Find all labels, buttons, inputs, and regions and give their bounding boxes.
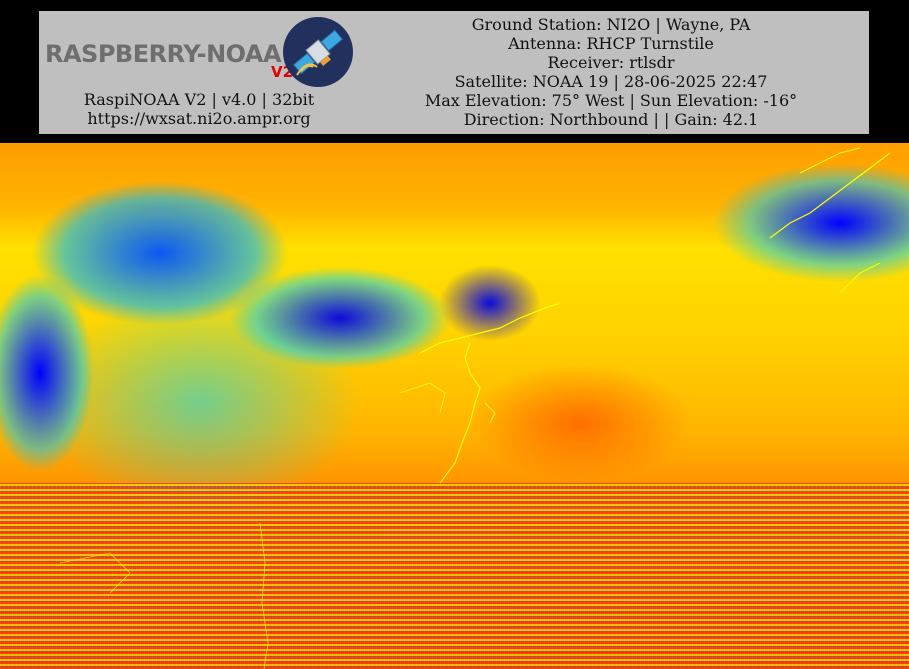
antenna-text: Antenna: RHCP Turnstile (508, 34, 714, 54)
station-url-text: https://wxsat.ni2o.ampr.org (87, 109, 311, 128)
logo-wordmark: RASPBERRY-NOAA (45, 40, 282, 68)
satellite-thermal-image (0, 143, 909, 669)
coastline-overlay (59, 147, 891, 669)
header-panel: RASPBERRY-NOAA V2 RaspiNOAA V2 | v4.0 | … (39, 11, 869, 134)
pass-info-block: Ground Station: NI2O | Wayne, PA Antenna… (411, 15, 811, 130)
signal-noise-band (0, 483, 909, 669)
direction-gain-text: Direction: Northbound | | Gain: 42.1 (463, 110, 759, 130)
receiver-text: Receiver: rtlsdr (547, 53, 675, 73)
satellite-icon (283, 17, 353, 87)
software-version-text: RaspiNOAA V2 | v4.0 | 32bit (83, 90, 315, 109)
satellite-pass-text: Satellite: NOAA 19 | 28-06-2025 22:47 (454, 72, 768, 92)
ground-station-text: Ground Station: NI2O | Wayne, PA (471, 15, 751, 34)
elevation-text: Max Elevation: 75° West | Sun Elevation:… (424, 91, 798, 111)
